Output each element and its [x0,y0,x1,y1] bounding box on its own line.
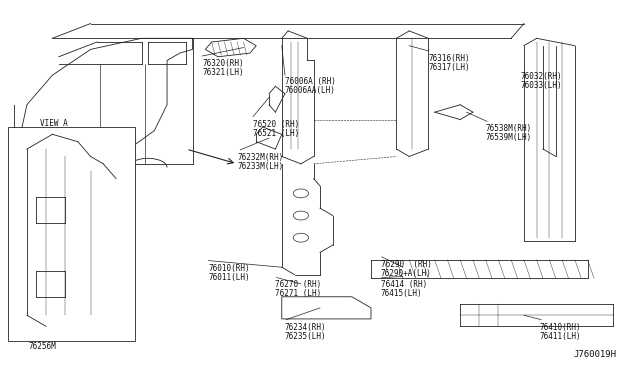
Text: 76011(LH): 76011(LH) [209,273,250,282]
Text: 76235(LH): 76235(LH) [285,332,326,341]
Text: 76270 (RH): 76270 (RH) [275,280,322,289]
Text: SIDE): SIDE) [40,137,63,145]
Text: A: A [125,169,129,178]
Text: 76316(RH): 76316(RH) [428,54,470,63]
Text: 76520 (RH): 76520 (RH) [253,119,300,129]
Text: 76006AA(LH): 76006AA(LH) [285,86,336,95]
Text: 76415(LH): 76415(LH) [381,289,422,298]
Text: VIEW A: VIEW A [40,119,67,128]
Text: 76033(LH): 76033(LH) [521,81,563,90]
Text: 76320(RH): 76320(RH) [202,59,244,68]
Text: 76321(LH): 76321(LH) [202,68,244,77]
Text: 76256M: 76256M [28,342,56,351]
Bar [8,127,135,341]
Text: 76521 (LH): 76521 (LH) [253,129,300,138]
Text: (DRIVER: (DRIVER [40,128,72,137]
Text: 76006A (RH): 76006A (RH) [285,77,336,86]
Text: A: A [129,170,133,176]
Text: 76233M(LH): 76233M(LH) [237,162,284,171]
Text: 76539M(LH): 76539M(LH) [486,133,532,142]
Text: 76317(LH): 76317(LH) [428,63,470,72]
Text: 76271 (LH): 76271 (LH) [275,289,322,298]
Text: J760019H: J760019H [573,350,616,359]
Text: 76010(RH): 76010(RH) [209,263,250,273]
Text: 76414 (RH): 76414 (RH) [381,280,427,289]
Text: 76538M(RH): 76538M(RH) [486,124,532,133]
Text: 76234(RH): 76234(RH) [285,323,326,331]
Text: 76290  (RH): 76290 (RH) [381,260,431,269]
Text: 76411(LH): 76411(LH) [540,332,582,341]
Text: 76232M(RH): 76232M(RH) [237,153,284,162]
Text: 76290+A(LH): 76290+A(LH) [381,269,431,278]
Text: 76032(RH): 76032(RH) [521,71,563,81]
Text: 76410(RH): 76410(RH) [540,323,582,331]
